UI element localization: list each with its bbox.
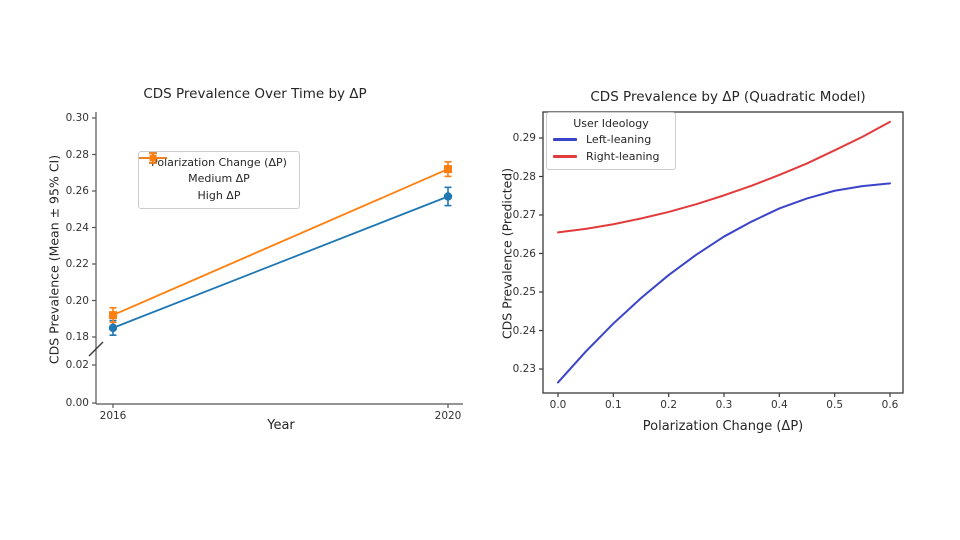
left-x-axis-label: Year [267,418,295,433]
left-y-tick-label: 0.18 [65,331,89,343]
right-x-tick-label: 0.0 [549,399,567,411]
right-x-tick-label: 0.2 [660,399,678,411]
right-y-tick-label: 0.24 [512,324,536,337]
right-x-tick-label: 0.6 [881,399,899,411]
right-legend-label: Left-leaning [586,133,652,146]
right-x-tick-label: 0.5 [826,399,844,411]
left-y-tick-label: 0.22 [65,258,89,270]
right-legend-item-right-leaning: Right-leaning [553,148,669,165]
left-y-tick-label: 0.28 [65,148,89,161]
right-y-tick-label: 0.27 [512,209,536,221]
left-legend-title: Polarization Change (ΔP) [151,156,287,169]
right-legend-label: Right-leaning [586,150,660,163]
right-y-tick-label: 0.29 [512,132,536,144]
right-y-tick-label: 0.28 [512,170,536,183]
left-y-tick-label: 0.30 [65,112,89,124]
left-leaning-line-swatch-icon [553,138,577,141]
left-legend-item-high: High ΔP [139,152,293,204]
left-y-tick-label: 0.02 [65,359,89,371]
right-y-tick-label: 0.25 [512,286,536,298]
right-legend-title: User Ideology [573,117,649,130]
left-legend-label: Medium ΔP [188,172,250,185]
left-y-tick-label: 0.24 [65,221,89,234]
high-errorbar-swatch-icon [139,152,167,164]
right-chart-legend: User Ideology Left-leaning Right-leaning [546,112,676,170]
right-legend-item-left-leaning: Left-leaning [553,131,669,148]
right-x-tick-label: 0.3 [715,399,733,411]
left-x-tick-label: 2016 [99,410,127,422]
right-x-tick-label: 0.4 [770,399,788,411]
right-chart-title: CDS Prevalence by ΔP (Quadratic Model) [590,89,866,105]
left-y-tick-label: 0.00 [65,397,89,409]
left-chart-legend: Polarization Change (ΔP) Medium ΔP High … [138,151,300,209]
left-legend-item-medium: Medium ΔP [139,152,293,187]
right-y-tick-label: 0.26 [512,247,536,260]
left-y-tick-label: 0.26 [65,185,89,197]
right-y-tick-label: 0.23 [512,363,536,375]
right-x-tick-label: 0.1 [604,399,622,411]
left-chart-title: CDS Prevalence Over Time by ΔP [143,86,367,102]
right-x-axis-label: Polarization Change (ΔP) [642,419,804,434]
right-leaning-line-swatch-icon [553,155,577,158]
left-y-axis-label: CDS Prevalence (Mean ± 95% CI) [46,154,62,365]
left-y-tick-label: 0.20 [65,294,89,307]
left-x-tick-label: 2020 [434,410,462,422]
left-legend-label: High ΔP [197,189,241,202]
